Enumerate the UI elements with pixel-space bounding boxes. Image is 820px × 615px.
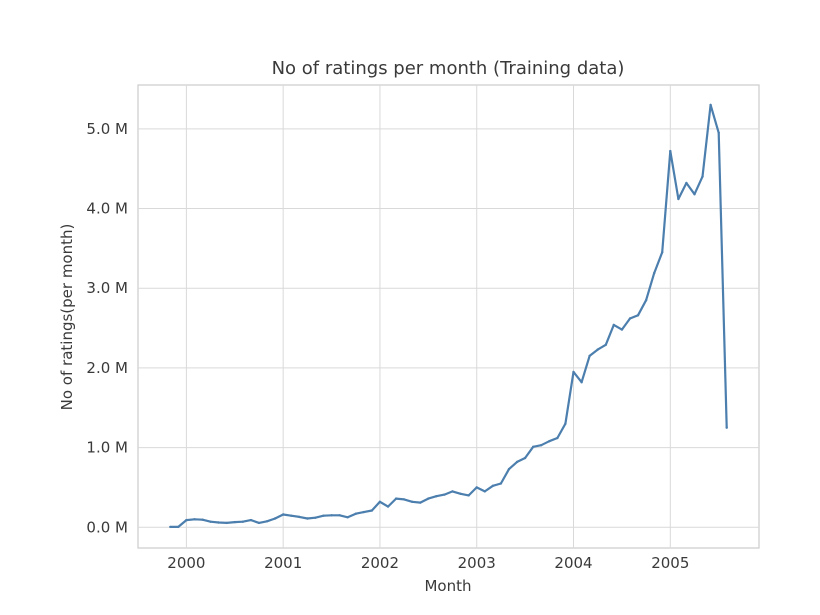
data-point: [298, 515, 301, 519]
data-point: [209, 520, 212, 523]
data-point: [499, 482, 503, 485]
data-point: [693, 193, 696, 196]
data-point: [685, 181, 688, 185]
data-point: [419, 501, 422, 504]
data-point: [604, 343, 607, 346]
data-point: [346, 516, 349, 519]
data-point: [241, 520, 244, 523]
data-point: [322, 514, 325, 517]
data-point: [628, 317, 632, 320]
data-point: [193, 518, 196, 521]
y-tick-label: 2.0 M: [86, 359, 128, 377]
data-point: [314, 516, 317, 519]
data-point: [330, 514, 333, 517]
data-point: [532, 445, 535, 448]
data-point: [402, 498, 406, 501]
data-point: [661, 251, 664, 254]
data-point: [612, 323, 615, 327]
data-point: [451, 490, 454, 493]
series-line: [170, 103, 728, 529]
x-tick-label: 2004: [554, 554, 592, 572]
x-tick-label: 2003: [458, 554, 496, 572]
data-point: [394, 497, 398, 500]
plot-background: [137, 84, 760, 549]
data-point: [556, 436, 559, 440]
data-point: [475, 486, 478, 489]
data-point: [523, 456, 527, 460]
x-tick-labels: 2000 2001 2002 2003 2004 2005: [167, 554, 689, 572]
data-point: [636, 314, 640, 317]
data-point: [386, 505, 390, 508]
data-point: [467, 494, 470, 497]
data-point: [306, 517, 309, 520]
data-point: [290, 514, 293, 517]
data-point: [265, 520, 269, 523]
y-tick-label: 1.0 M: [86, 439, 128, 457]
y-axis-label: No of ratings(per month): [58, 224, 76, 411]
data-point: [644, 299, 648, 302]
data-point: [548, 440, 551, 443]
data-point: [596, 348, 599, 351]
data-point: [370, 509, 374, 512]
data-point: [459, 492, 462, 495]
data-point: [233, 520, 236, 524]
data-point: [177, 525, 180, 529]
chart-title: No of ratings per month (Training data): [272, 58, 625, 79]
data-point: [580, 381, 583, 384]
data-point: [338, 514, 341, 517]
data-point: [491, 484, 495, 487]
data-point: [572, 370, 575, 374]
data-point: [185, 518, 188, 522]
data-point: [435, 495, 438, 498]
data-point: [701, 175, 704, 178]
data-point: [354, 512, 357, 515]
x-axis-label: Month: [424, 577, 471, 595]
y-tick-label: 3.0 M: [86, 279, 128, 297]
data-point: [362, 510, 365, 514]
data-point: [427, 497, 430, 500]
x-tick-label: 2005: [651, 554, 689, 572]
data-point: [225, 521, 228, 525]
y-tick-label: 0.0 M: [86, 518, 128, 536]
data-point: [201, 518, 204, 521]
data-point: [257, 521, 261, 525]
x-tick-label: 2000: [167, 554, 205, 572]
data-point: [507, 467, 511, 471]
data-point: [217, 521, 220, 524]
data-point: [620, 328, 624, 331]
y-tick-label: 5.0 M: [86, 120, 128, 138]
data-point: [669, 149, 672, 153]
data-point: [282, 513, 285, 516]
data-point: [169, 525, 172, 529]
data-point: [443, 493, 446, 496]
data-point: [378, 500, 382, 503]
data-point: [273, 517, 277, 520]
data-point: [564, 422, 567, 425]
data-point: [411, 500, 414, 503]
data-point: [540, 444, 543, 447]
data-point: [717, 131, 720, 134]
x-tick-label: 2001: [264, 554, 302, 572]
y-tick-labels: 0.0 M 1.0 M 2.0 M 3.0 M 4.0 M 5.0 M: [86, 120, 128, 536]
data-point: [653, 271, 656, 275]
data-point: [677, 197, 680, 201]
series-layer: [169, 103, 728, 529]
y-tick-label: 4.0 M: [86, 200, 128, 218]
x-tick-label: 2002: [361, 554, 399, 572]
data-point: [249, 518, 253, 522]
data-point: [725, 426, 728, 429]
data-point: [588, 354, 591, 358]
data-point: [483, 490, 486, 493]
data-point: [515, 460, 519, 464]
data-point: [709, 103, 712, 107]
